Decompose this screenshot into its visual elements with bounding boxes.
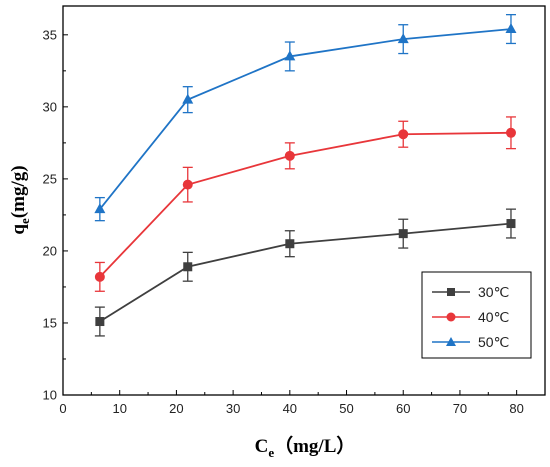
y-axis-title: qe(mg/g) [8,165,32,234]
x-tick-label: 30 [226,401,240,416]
y-tick-label: 15 [43,315,57,330]
legend-marker-triangle [446,337,456,346]
y-tick-label: 10 [43,388,57,403]
legend-label-50: 50℃ [478,334,509,350]
data-point-circle [182,179,193,190]
y-tick-label: 20 [43,243,57,258]
x-tick-label: 10 [112,401,126,416]
plot-frame [62,5,546,396]
x-tick-label: 50 [339,401,353,416]
legend: 30℃ 40℃ 50℃ [421,271,532,359]
y-axis: 10 15 20 25 30 35 [43,27,68,403]
x-tick-label: 20 [169,401,183,416]
data-point-circle [505,127,516,138]
data-point-triangle [284,50,296,61]
x-tick-label: 60 [396,401,410,416]
data-point-square [183,262,193,272]
data-point-square [398,229,408,239]
legend-label-40: 40℃ [478,309,509,325]
x-tick-label: 0 [59,401,66,416]
x-axis-title-unit: （mg/L） [274,434,355,457]
series-3 [94,13,517,222]
series-line [99,28,512,210]
series-line [99,131,511,278]
legend-label-30: 30℃ [478,284,509,300]
data-point-square [285,239,295,249]
y-tick-label: 30 [43,99,57,114]
data-point-triangle [94,203,106,214]
x-axis-title-main: C [255,436,269,457]
data-point-triangle [397,33,409,44]
data-point-square [95,317,105,327]
legend-marker-square [447,288,455,296]
y-tick-label: 25 [43,171,57,186]
legend-entry-50: 50℃ [432,334,509,350]
data-point-square [506,219,516,229]
y-axis-title-unit: (mg/g) [8,165,29,218]
plot-area [62,5,546,396]
data-point-circle [94,271,105,282]
x-tick-label: 80 [509,401,523,416]
y-axis-title-main: q [8,224,29,235]
legend-entry-40: 40℃ [432,309,509,325]
series-layer [94,13,517,337]
y-axis-title-sub: e [17,218,32,224]
x-axis: 0 10 20 30 40 50 60 70 80 [59,390,524,416]
x-tick-label: 40 [283,401,297,416]
series-2 [94,116,516,292]
data-point-triangle [505,23,517,34]
data-point-circle [284,150,295,161]
legend-entry-30: 30℃ [432,284,509,300]
y-tick-label: 35 [43,27,57,42]
data-point-triangle [182,93,194,104]
x-axis-title: Ce（mg/L） [255,434,356,460]
legend-marker-circle [446,312,456,322]
x-tick-label: 70 [453,401,467,416]
series-1 [94,208,516,337]
legend-box [421,271,532,359]
data-point-circle [398,129,409,140]
x-axis-title-sub: e [268,445,274,460]
